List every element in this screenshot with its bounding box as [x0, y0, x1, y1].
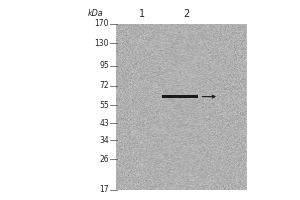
Bar: [162, 95, 198, 98]
Text: 130: 130: [94, 39, 109, 48]
Bar: [116, 24, 246, 190]
Text: 26: 26: [99, 155, 109, 164]
Text: kDa: kDa: [88, 9, 103, 19]
Text: 95: 95: [99, 61, 109, 70]
Text: 17: 17: [99, 186, 109, 194]
Text: 34: 34: [99, 136, 109, 145]
Text: 72: 72: [99, 81, 109, 90]
Text: 55: 55: [99, 101, 109, 110]
Text: 1: 1: [140, 9, 146, 19]
Text: 170: 170: [94, 20, 109, 28]
Text: 43: 43: [99, 119, 109, 128]
Text: 2: 2: [183, 9, 189, 19]
